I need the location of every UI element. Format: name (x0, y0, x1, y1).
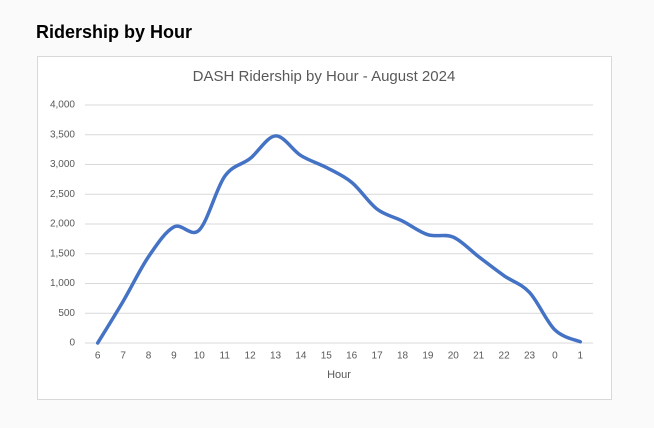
x-tick-label: 8 (146, 351, 152, 362)
x-tick-label: 9 (171, 351, 177, 362)
y-tick-label: 2,000 (50, 219, 75, 230)
y-tick-label: 1,500 (50, 248, 75, 259)
x-tick-label: 12 (245, 351, 257, 362)
x-axis-label: Hour (327, 369, 351, 381)
x-tick-label: 22 (499, 351, 511, 362)
x-tick-label: 10 (194, 351, 206, 362)
page-heading: Ridership by Hour (36, 22, 192, 42)
x-tick-label: 21 (473, 351, 485, 362)
series-line (95, 134, 583, 345)
chart-frame (37, 56, 612, 400)
y-tick-label: 500 (58, 308, 75, 319)
y-tick-label: 3,500 (50, 129, 75, 140)
y-tick-label: 1,000 (50, 278, 75, 289)
x-tick-label: 15 (321, 351, 333, 362)
x-tick-label: 6 (95, 351, 101, 362)
x-tick-label: 20 (448, 351, 460, 362)
x-tick-label: 18 (397, 351, 409, 362)
y-tick-label: 0 (69, 338, 75, 349)
x-tick-label: 23 (524, 351, 536, 362)
x-tick-label: 14 (295, 351, 307, 362)
chart-title: DASH Ridership by Hour - August 2024 (193, 68, 456, 85)
x-tick-label: 1 (578, 351, 584, 362)
x-tick-label: 0 (552, 351, 558, 362)
y-tick-label: 2,500 (50, 189, 75, 200)
x-tick-label: 11 (220, 351, 231, 362)
x-tick-label: 7 (120, 351, 126, 362)
x-tick-label: 19 (422, 351, 434, 362)
y-tick-label: 4,000 (50, 100, 75, 111)
x-tick-label: 16 (346, 351, 358, 362)
x-tick-label: 13 (270, 351, 282, 362)
y-tick-label: 3,000 (50, 159, 75, 170)
x-tick-label: 17 (372, 351, 384, 362)
